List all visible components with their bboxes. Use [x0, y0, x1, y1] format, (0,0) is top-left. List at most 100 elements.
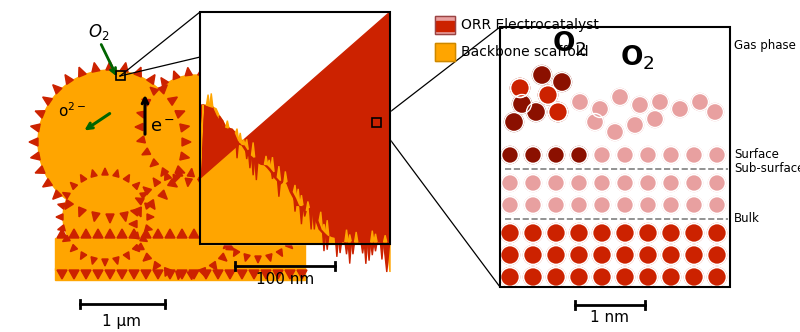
Polygon shape: [348, 234, 351, 242]
Polygon shape: [137, 136, 146, 143]
Polygon shape: [198, 172, 206, 180]
Circle shape: [593, 223, 611, 242]
Polygon shape: [361, 242, 364, 253]
Polygon shape: [239, 99, 248, 106]
Polygon shape: [245, 139, 248, 150]
Polygon shape: [225, 229, 235, 238]
Bar: [372, 118, 381, 127]
Polygon shape: [120, 212, 128, 221]
Polygon shape: [239, 148, 248, 155]
Polygon shape: [278, 166, 281, 181]
Polygon shape: [91, 170, 97, 177]
Circle shape: [615, 223, 634, 242]
Polygon shape: [29, 138, 38, 146]
Circle shape: [546, 223, 566, 242]
Polygon shape: [42, 179, 52, 187]
Polygon shape: [153, 229, 163, 238]
Polygon shape: [189, 270, 199, 279]
Polygon shape: [322, 229, 326, 251]
Circle shape: [707, 268, 726, 287]
Polygon shape: [297, 189, 300, 205]
Polygon shape: [62, 193, 70, 199]
Text: O$_2$: O$_2$: [620, 43, 654, 71]
Polygon shape: [145, 225, 152, 231]
Circle shape: [128, 144, 168, 184]
Polygon shape: [245, 111, 254, 118]
Polygon shape: [129, 229, 139, 238]
Polygon shape: [310, 208, 313, 229]
Polygon shape: [42, 97, 52, 105]
Polygon shape: [237, 270, 247, 279]
Polygon shape: [165, 270, 175, 279]
Polygon shape: [383, 235, 386, 242]
Polygon shape: [265, 156, 268, 165]
Polygon shape: [248, 150, 251, 168]
Circle shape: [685, 223, 703, 242]
Polygon shape: [146, 200, 155, 209]
Circle shape: [594, 175, 610, 192]
Polygon shape: [147, 214, 154, 220]
Polygon shape: [226, 198, 234, 205]
Polygon shape: [70, 244, 78, 252]
Polygon shape: [58, 225, 66, 231]
Polygon shape: [261, 270, 271, 279]
Text: o$^{2-}$: o$^{2-}$: [58, 101, 86, 120]
Text: Bulk: Bulk: [734, 212, 760, 225]
Polygon shape: [106, 61, 114, 70]
Polygon shape: [69, 229, 79, 238]
Circle shape: [216, 172, 300, 256]
Polygon shape: [69, 270, 79, 279]
Circle shape: [709, 197, 726, 213]
Text: ORR Electrocatalyst: ORR Electrocatalyst: [461, 18, 599, 32]
Circle shape: [549, 103, 567, 122]
Polygon shape: [380, 242, 383, 260]
Polygon shape: [226, 121, 229, 128]
Polygon shape: [150, 159, 158, 167]
Polygon shape: [117, 270, 127, 279]
Circle shape: [570, 197, 587, 213]
Polygon shape: [255, 256, 261, 263]
Circle shape: [586, 114, 603, 130]
Polygon shape: [218, 187, 227, 195]
Polygon shape: [65, 200, 74, 209]
Polygon shape: [168, 97, 178, 105]
Polygon shape: [81, 270, 91, 279]
Polygon shape: [198, 178, 205, 187]
Circle shape: [593, 268, 611, 287]
Circle shape: [591, 101, 609, 118]
Polygon shape: [175, 166, 185, 173]
Bar: [200, 12, 390, 244]
Circle shape: [546, 268, 566, 287]
Polygon shape: [284, 171, 287, 184]
Polygon shape: [153, 262, 161, 270]
Polygon shape: [245, 145, 248, 159]
Text: Sub-surface: Sub-surface: [734, 162, 800, 176]
Circle shape: [686, 197, 702, 213]
Polygon shape: [306, 202, 310, 211]
Polygon shape: [81, 252, 86, 259]
Polygon shape: [266, 167, 272, 174]
Polygon shape: [383, 242, 386, 253]
Polygon shape: [300, 205, 303, 224]
Polygon shape: [255, 165, 261, 172]
Circle shape: [651, 94, 669, 111]
Circle shape: [523, 268, 542, 287]
Circle shape: [617, 175, 634, 192]
Circle shape: [570, 268, 589, 287]
Polygon shape: [142, 99, 150, 106]
Polygon shape: [185, 67, 192, 76]
Circle shape: [547, 197, 565, 213]
Polygon shape: [222, 78, 229, 86]
Polygon shape: [226, 127, 229, 142]
Polygon shape: [175, 111, 185, 118]
Circle shape: [502, 146, 518, 163]
Circle shape: [615, 268, 634, 287]
Polygon shape: [303, 206, 306, 216]
Polygon shape: [225, 270, 235, 279]
Polygon shape: [65, 75, 74, 84]
Circle shape: [639, 175, 657, 192]
Polygon shape: [117, 229, 127, 238]
Circle shape: [547, 146, 565, 163]
Polygon shape: [187, 271, 194, 280]
Polygon shape: [142, 148, 150, 155]
